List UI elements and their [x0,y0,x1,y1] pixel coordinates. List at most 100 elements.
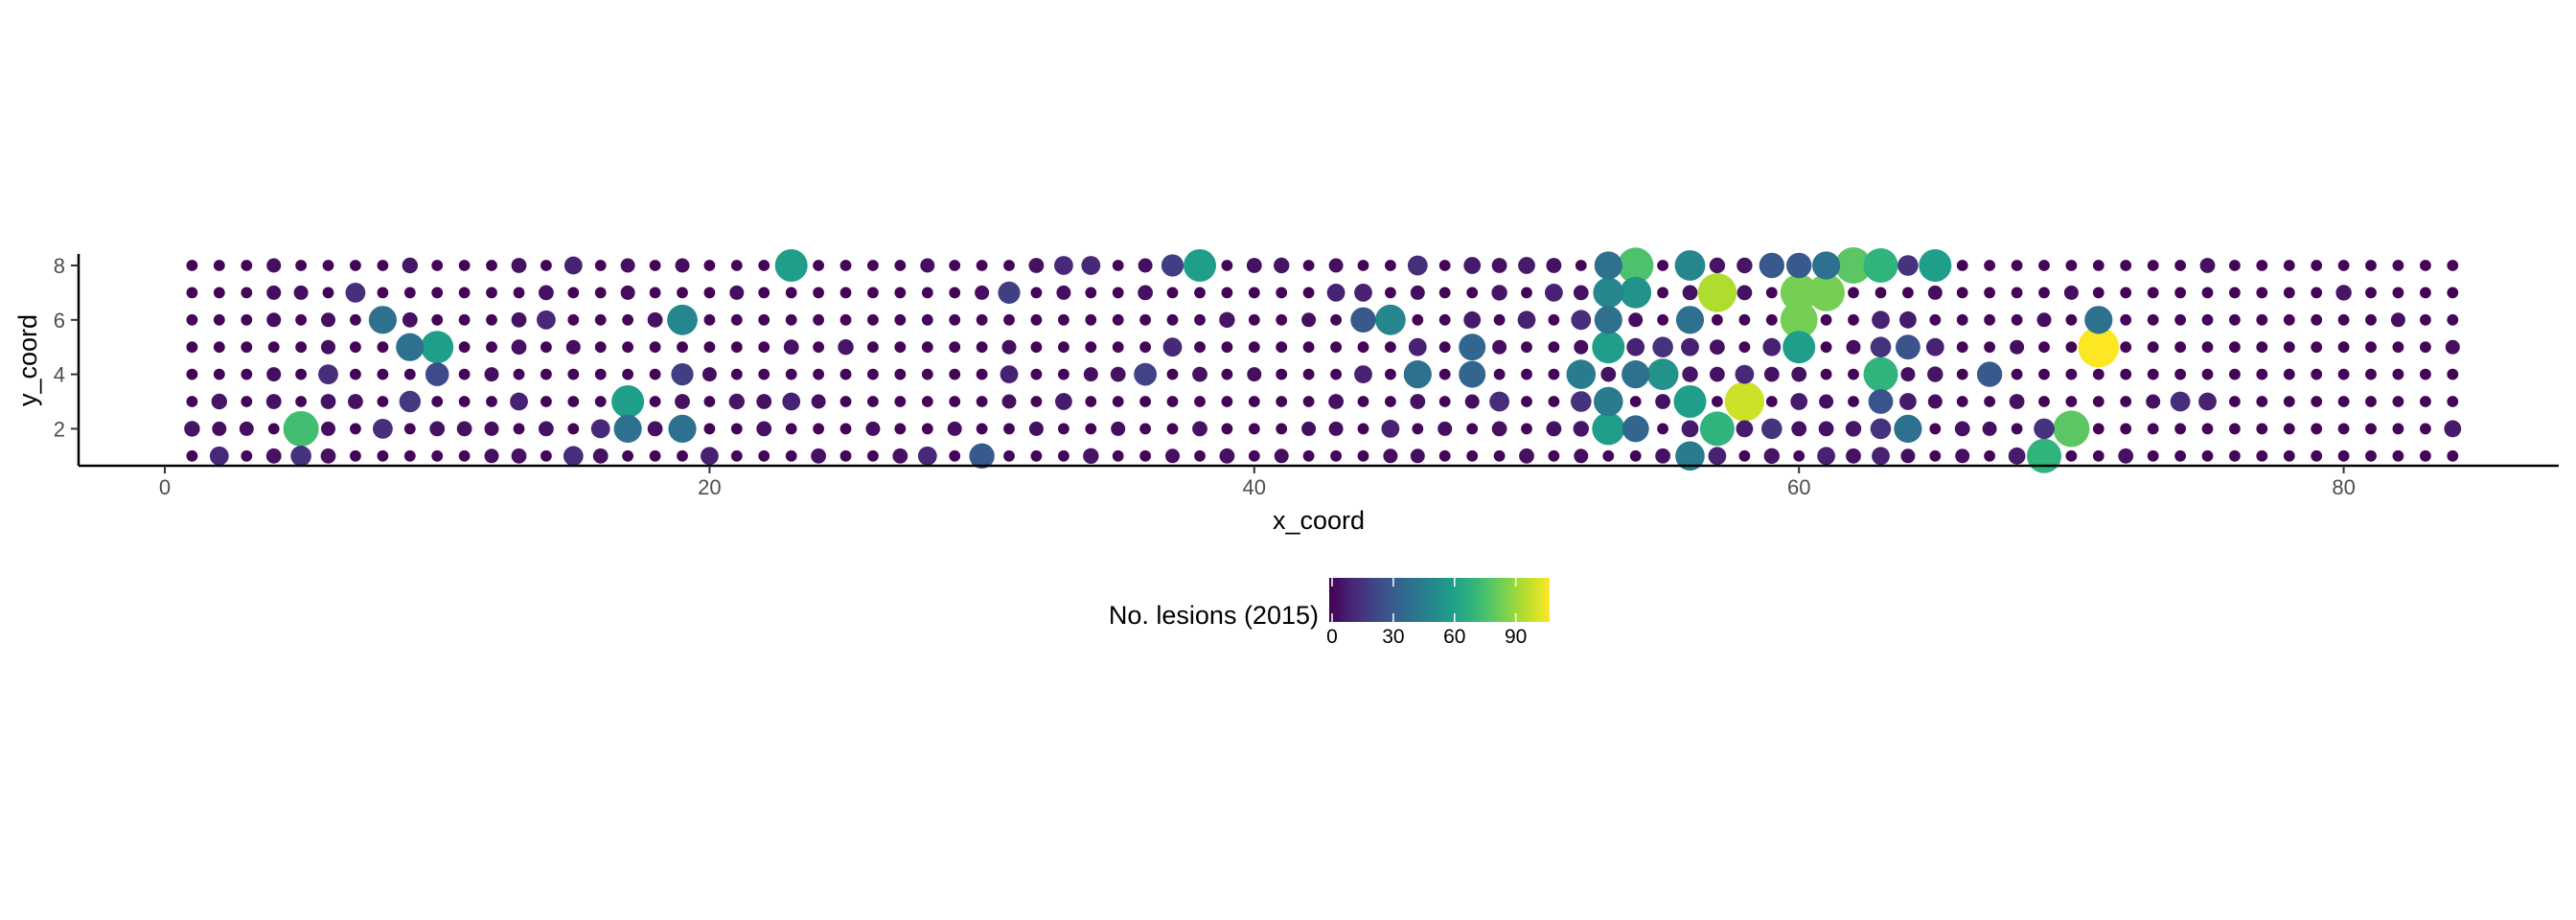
data-point [2120,341,2132,354]
data-point [1573,421,1590,437]
data-point [1655,394,1670,409]
data-point [431,313,444,326]
data-point [1412,423,1424,435]
data-point [1738,449,1751,462]
data-point [730,423,743,435]
data-point [2065,449,2078,462]
data-point [594,287,607,299]
data-point [1438,396,1451,407]
data-point [1984,449,1996,462]
data-point [1221,260,1233,271]
data-point [184,421,200,437]
data-point [840,449,852,462]
data-point [567,396,580,407]
data-point [1548,368,1560,380]
data-point [2311,260,2323,271]
data-point [838,339,854,356]
data-point [1350,307,1376,333]
data-point [186,313,198,326]
data-point [782,392,801,411]
data-point [540,368,552,380]
data-point [2065,313,2078,326]
data-point [1385,287,1396,299]
data-point [1870,418,1892,440]
data-point [1984,313,1996,326]
data-point [1872,447,1890,466]
data-point [1710,339,1725,356]
data-point [1403,360,1432,389]
data-point [2256,313,2268,326]
data-point [186,368,198,380]
data-point [2311,423,2323,435]
data-point [2065,260,2078,271]
data-point [1657,260,1668,271]
data-point [2120,423,2132,435]
data-point [730,368,743,380]
data-point [290,446,311,467]
data-point [458,341,471,354]
data-point [758,368,770,380]
data-point [295,368,307,380]
data-point [1793,449,1806,462]
data-point [1491,285,1507,301]
data-point [1302,396,1315,407]
data-point [1354,365,1372,383]
data-point [649,341,661,354]
data-point [1762,337,1782,356]
data-point [2053,410,2090,448]
data-point [1791,421,1807,437]
data-point [431,449,444,462]
data-point [1724,381,1765,422]
data-point [894,396,907,407]
data-point [2392,287,2404,299]
data-point [2390,312,2405,328]
data-point [458,396,471,407]
data-point [2147,423,2159,435]
data-point [2011,313,2023,326]
data-point [2174,260,2187,271]
data-point [758,260,770,271]
data-point [1628,312,1644,328]
data-point [377,341,389,354]
data-point [2092,368,2104,380]
data-point [703,260,716,271]
data-point [976,313,988,326]
data-point [1765,313,1778,326]
data-point [2120,368,2132,380]
data-point [785,449,797,462]
data-point [486,313,497,326]
data-point [1184,249,1216,282]
data-point [1330,313,1342,326]
data-point [2392,368,2404,380]
data-point [1984,287,1996,299]
data-point [2365,368,2377,380]
data-point [1081,256,1101,275]
data-point [1408,337,1427,356]
data-point [2311,313,2323,326]
data-point [1899,393,1917,410]
data-point [322,260,334,271]
data-point [2027,438,2061,473]
data-point [213,260,225,271]
data-point [813,423,824,435]
data-point [1868,389,1894,414]
legend-tick-label: 90 [1505,626,1527,648]
data-point [486,396,497,407]
data-point [429,421,446,437]
data-point [1870,336,1892,358]
data-point [1929,449,1942,462]
data-point [2229,368,2241,380]
data-point [2120,396,2132,407]
data-point [1927,366,1944,382]
data-point [1111,421,1126,436]
data-point [1463,257,1482,274]
data-point [1736,420,1754,438]
data-point [1681,420,1699,438]
data-point [1571,310,1592,331]
data-point [867,260,879,271]
data-point [1820,368,1832,380]
data-point [1927,394,1943,409]
data-point [2337,341,2350,354]
data-point [1112,313,1124,326]
data-point [1956,368,1968,380]
